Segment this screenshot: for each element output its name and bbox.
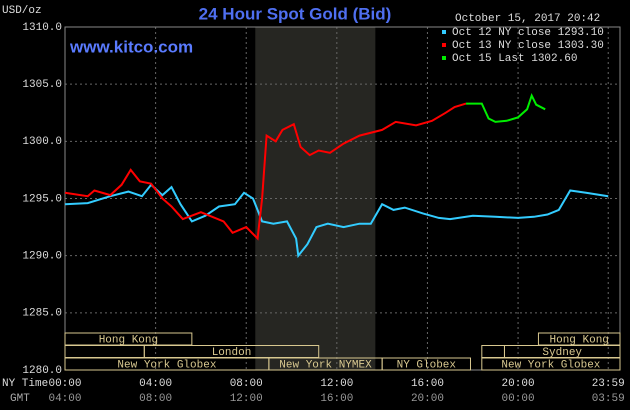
x-tick-label: 16:00 bbox=[411, 378, 444, 390]
x-tick-label: 20:00 bbox=[502, 378, 535, 390]
unit-label: USD/oz bbox=[2, 5, 42, 17]
y-tick-label: 1295.0 bbox=[22, 193, 62, 205]
x2-tick-label: 12:00 bbox=[230, 393, 263, 405]
x-tick-label: 23:59 bbox=[592, 378, 625, 390]
legend-label: Oct 12 NY close 1293.10 bbox=[452, 27, 604, 39]
y-tick-label: 1285.0 bbox=[22, 308, 62, 320]
legend-swatch bbox=[442, 30, 446, 34]
session-label: New York NYMEX bbox=[279, 359, 372, 371]
legend-label: Oct 13 NY close 1303.30 bbox=[452, 40, 604, 52]
x-tick-label: 00:00 bbox=[48, 378, 81, 390]
series-line bbox=[64, 102, 467, 241]
session-box bbox=[381, 357, 471, 371]
y-tick-label: 1310.0 bbox=[22, 22, 62, 34]
x2-axis-label: GMT bbox=[10, 393, 30, 405]
session-label: New York Globex bbox=[501, 359, 600, 371]
session-label: Hong Kong bbox=[550, 334, 609, 346]
y-tick-label: 1300.0 bbox=[22, 136, 62, 148]
x2-tick-label: 04:00 bbox=[48, 393, 81, 405]
x2-tick-label: 00:00 bbox=[502, 393, 535, 405]
x2-tick-label: 08:00 bbox=[139, 393, 172, 405]
session-label: NY Globex bbox=[397, 359, 457, 371]
x-tick-label: 04:00 bbox=[139, 378, 172, 390]
timestamp: October 15, 2017 20:42 bbox=[455, 13, 600, 25]
series-line bbox=[64, 183, 609, 259]
session-box bbox=[481, 357, 621, 371]
session-label: Hong Kong bbox=[99, 334, 158, 346]
x-tick-label: 08:00 bbox=[230, 378, 263, 390]
y-tick-label: 1305.0 bbox=[22, 79, 62, 91]
y-tick-label: 1280.0 bbox=[22, 365, 62, 377]
legend-swatch bbox=[442, 56, 446, 60]
legend-label: Oct 15 Last 1302.60 bbox=[452, 53, 577, 65]
session-label: New York Globex bbox=[117, 359, 216, 371]
x2-tick-label: 20:00 bbox=[411, 393, 444, 405]
session-label: Sydney bbox=[542, 347, 582, 359]
x2-tick-label: 03:59 bbox=[592, 393, 625, 405]
x2-tick-label: 16:00 bbox=[320, 393, 353, 405]
y-tick-label: 1290.0 bbox=[22, 251, 62, 263]
x-axis-label: NY Time bbox=[2, 378, 48, 390]
watermark: www.kitco.com bbox=[69, 37, 193, 56]
series-line bbox=[466, 92, 546, 123]
chart-title: 24 Hour Spot Gold (Bid) bbox=[199, 4, 392, 23]
session-label: London bbox=[212, 347, 252, 359]
x-tick-label: 12:00 bbox=[320, 378, 353, 390]
legend-swatch bbox=[442, 43, 446, 47]
